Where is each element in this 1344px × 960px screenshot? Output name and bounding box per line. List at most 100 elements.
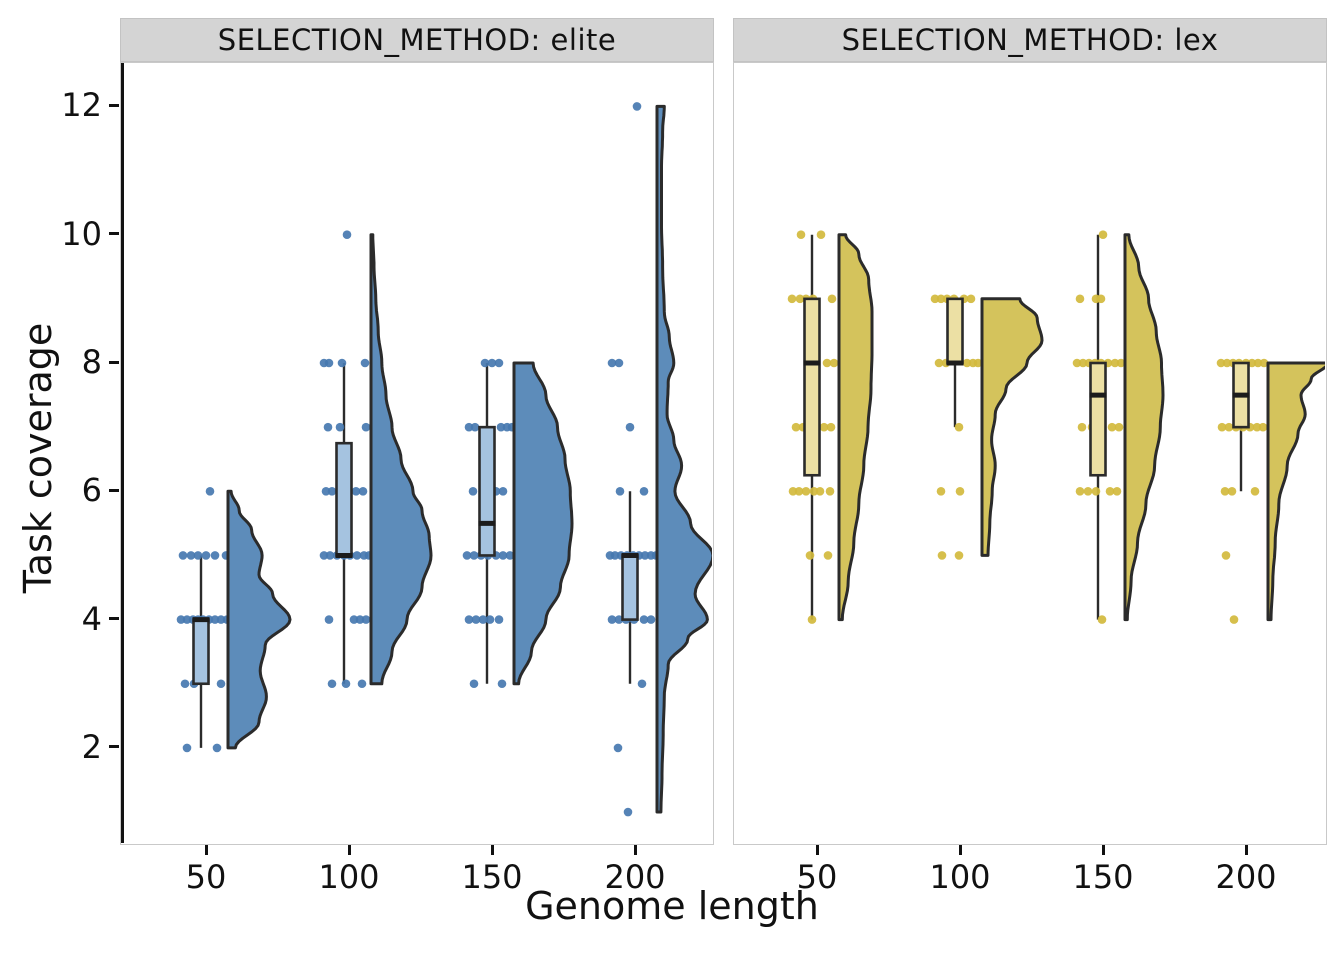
y-tick-label: 8 [81,343,102,381]
data-point [646,615,656,624]
data-point [1096,294,1106,304]
data-point [478,615,488,624]
data-point [1229,615,1239,624]
y-tick-label: 2 [81,727,102,766]
y-tick-mark [109,488,119,492]
data-point [1072,358,1082,368]
data-point [1110,358,1120,368]
x-tick-label: 100 [318,858,380,896]
data-point [471,615,481,624]
data-point [805,551,815,560]
x-tick-mark [633,845,637,855]
data-point [216,679,226,689]
data-point [464,615,474,624]
data-point [954,551,964,560]
data-point [201,551,211,560]
data-point [494,358,504,368]
x-tick-label: 200 [1215,858,1277,896]
data-point [469,679,479,689]
data-point [1097,615,1107,624]
data-point [1105,487,1115,496]
data-point [827,294,837,304]
data-point [327,487,337,496]
data-point [496,422,506,432]
data-point [342,230,352,239]
raincloud-plot-lex [787,230,1325,624]
data-point [796,230,806,239]
data-point [1116,358,1126,368]
data-point [819,422,829,432]
data-point [494,615,504,624]
data-point [610,551,620,560]
data-point [351,487,361,496]
data-point [825,487,835,496]
data-point [1098,230,1108,239]
data-point [321,487,331,496]
data-point [625,422,635,432]
y-tick-label: 6 [81,471,102,510]
data-point [1252,422,1262,432]
data-point [324,615,334,624]
facet-title-lex: SELECTION_METHOD: lex [841,23,1219,57]
boxplot-box [803,297,821,477]
data-point [1250,487,1260,496]
data-point [325,551,335,560]
data-point [607,615,617,624]
data-point [1222,358,1232,368]
data-point [1114,422,1124,432]
x-tick-mark [815,845,819,855]
half-violin [226,489,292,750]
data-point [637,679,647,689]
data-point [335,422,345,432]
data-point [632,102,642,111]
data-point [176,615,186,624]
facet-strip-elite: SELECTION_METHOD: elite [120,18,714,62]
data-point [807,615,817,624]
data-point [801,487,811,496]
data-point [1075,487,1085,496]
data-point [180,679,190,689]
x-tick-label: 150 [1072,858,1134,896]
data-point [966,294,976,304]
data-point [1112,487,1122,496]
data-point [182,615,192,624]
data-point [341,679,351,689]
half-violin [369,233,433,686]
data-point [955,487,965,496]
data-point [934,358,944,368]
data-point [1224,422,1234,432]
half-violin [1123,233,1165,622]
data-point [470,422,480,432]
data-point [809,487,819,496]
data-point [954,422,964,432]
data-point [787,294,797,304]
data-point [487,358,497,368]
data-point [1217,422,1227,432]
boxplot-box [478,425,496,557]
data-point [973,358,983,368]
data-point [936,487,946,496]
data-point [349,615,359,624]
boxplot-box [946,297,964,365]
data-point [1258,422,1268,432]
data-point [816,230,826,239]
boxplot-box [621,554,639,621]
data-point [930,294,940,304]
data-point [327,679,337,689]
data-point [639,487,649,496]
facet-strip-lex: SELECTION_METHOD: lex [733,18,1327,62]
data-point [607,358,617,368]
data-point [1216,358,1226,368]
data-point [182,743,192,753]
x-tick-label: 200 [604,858,666,896]
data-point [623,807,633,817]
y-tick-label: 10 [61,214,102,253]
data-point [613,743,623,753]
half-violin [837,233,874,622]
data-point [1107,422,1117,432]
data-point [1220,487,1230,496]
data-point [1083,487,1093,496]
data-point [352,551,362,560]
y-tick-mark [109,103,119,107]
